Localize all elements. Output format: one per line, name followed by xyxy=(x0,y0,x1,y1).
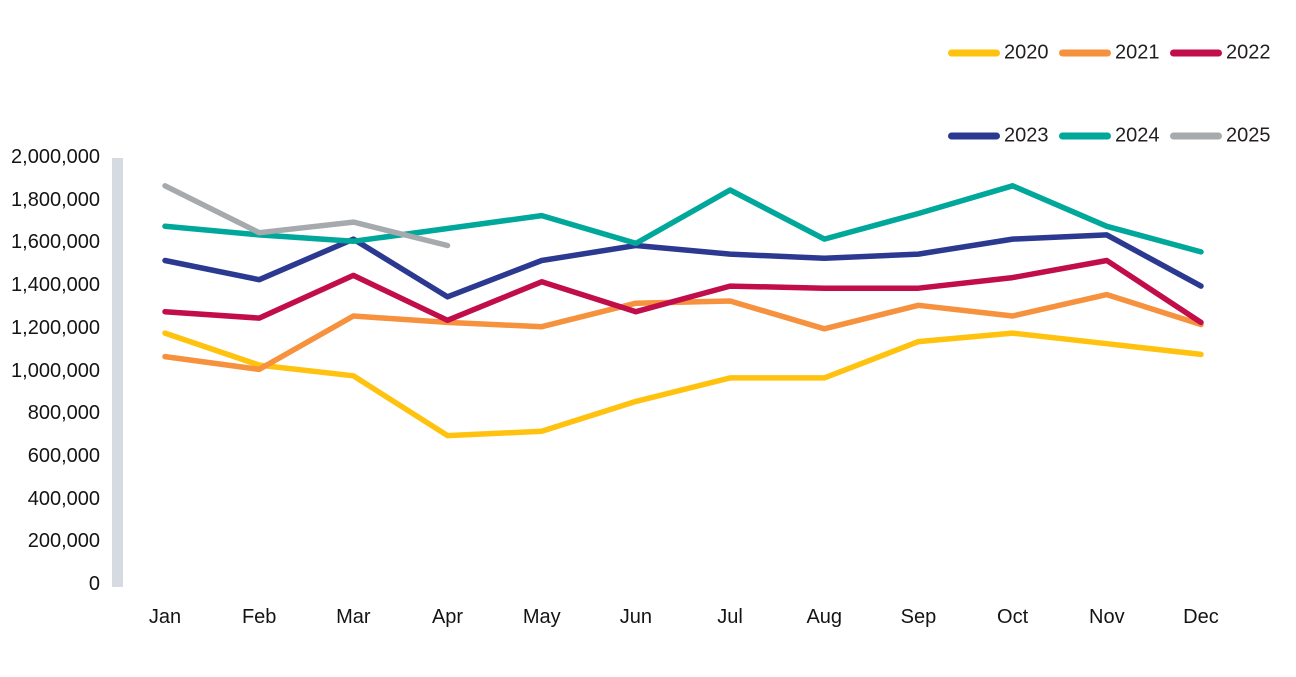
y-tick-label: 1,400,000 xyxy=(11,274,100,297)
x-month-label: Jul xyxy=(717,606,743,628)
y-tick-label: 800,000 xyxy=(27,402,100,425)
legend-item-2025: 2025 xyxy=(1170,125,1271,148)
legend-swatch-icon xyxy=(1170,49,1222,57)
legend-label: 2025 xyxy=(1226,124,1271,147)
y-tick-label: 200,000 xyxy=(27,530,100,553)
legend-swatch-icon xyxy=(948,49,1000,57)
legend-item-2020: 2020 xyxy=(948,42,1049,65)
y-axis-bar xyxy=(112,158,123,587)
y-tick-label: 2,000,000 xyxy=(11,146,100,168)
legend-label: 2024 xyxy=(1115,124,1160,147)
y-tick-label: 1,600,000 xyxy=(11,231,100,254)
legend-swatch-icon xyxy=(1059,49,1111,57)
legend-item-2024: 2024 xyxy=(1059,125,1160,148)
x-month-label: Jan xyxy=(148,606,182,628)
x-month-label: Oct xyxy=(997,606,1029,628)
x-month-label: Feb xyxy=(241,606,277,628)
x-month-label: Mar xyxy=(336,606,371,628)
legend-item-2022: 2022 xyxy=(1170,42,1271,65)
y-tick-label: 0 xyxy=(88,573,100,595)
legend-item-2021: 2021 xyxy=(1059,42,1160,65)
legend-label: 2021 xyxy=(1115,41,1160,64)
y-tick-label: 600,000 xyxy=(27,444,100,467)
x-month-label: Jun xyxy=(619,606,653,628)
y-tick-label: 1,200,000 xyxy=(11,316,100,339)
series-line-2023 xyxy=(162,232,1204,300)
x-month-label: Aug xyxy=(806,606,843,628)
y-tick-label: 1,800,000 xyxy=(11,188,100,211)
legend-swatch-icon xyxy=(1059,132,1111,140)
series-line-2024 xyxy=(162,183,1204,255)
legend-swatch-icon xyxy=(948,132,1000,140)
legend-item-2023: 2023 xyxy=(948,125,1049,148)
y-tick-label: 1,000,000 xyxy=(11,359,100,382)
series-line-2020 xyxy=(162,330,1204,439)
series-line-2021 xyxy=(162,291,1204,373)
x-month-label: Nov xyxy=(1089,606,1125,628)
x-month-label: Apr xyxy=(431,606,464,628)
x-month-label: May xyxy=(522,606,561,628)
x-month-label: Sep xyxy=(900,606,937,628)
y-tick-label: 400,000 xyxy=(27,487,100,510)
series-line-2025 xyxy=(162,183,451,249)
series-line-2022 xyxy=(162,257,1204,326)
legend-label: 2020 xyxy=(1004,41,1049,64)
legend-label: 2022 xyxy=(1226,41,1271,64)
legend-swatch-icon xyxy=(1170,132,1222,140)
x-month-label: Dec xyxy=(1183,606,1219,628)
legend-label: 2023 xyxy=(1004,124,1049,147)
